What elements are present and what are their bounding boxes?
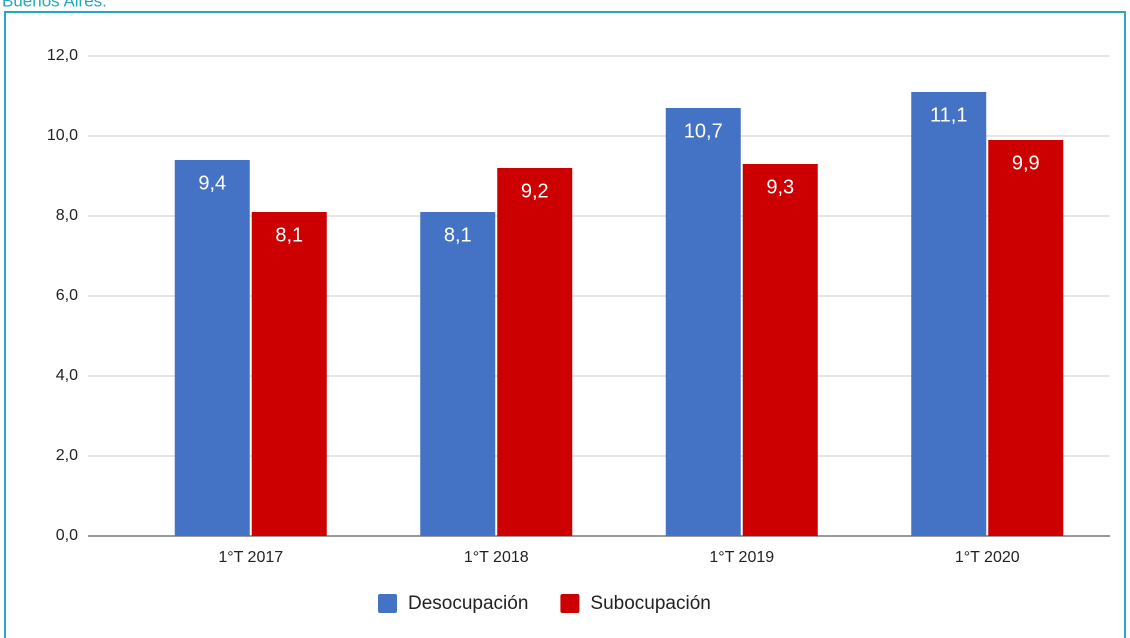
bar (174, 160, 250, 536)
bar (742, 164, 818, 536)
y-tick-label: 6,0 (56, 287, 78, 304)
bar (420, 212, 496, 536)
value-label: 8,1 (275, 224, 303, 246)
legend-swatch (378, 594, 397, 613)
bar (665, 108, 741, 536)
value-label: 9,9 (1012, 152, 1040, 174)
y-tick-label: 0,0 (56, 527, 78, 544)
y-tick-label: 10,0 (47, 127, 78, 144)
value-label: 9,3 (766, 176, 794, 198)
value-label: 8,1 (444, 224, 472, 246)
value-label: 9,2 (521, 180, 549, 202)
value-label: 9,4 (198, 172, 226, 194)
x-tick-label: 1°T 2019 (709, 549, 774, 566)
x-tick-label: 1°T 2018 (464, 549, 529, 566)
value-label: 11,1 (930, 104, 967, 126)
x-tick-label: 1°T 2020 (955, 549, 1020, 566)
bar (497, 168, 573, 536)
bar (251, 212, 327, 536)
y-tick-label: 12,0 (47, 47, 78, 64)
bar (911, 92, 987, 536)
frame (4, 11, 1126, 638)
legend-swatch (560, 594, 580, 613)
x-tick-label: 1°T 2017 (218, 549, 283, 566)
y-tick-label: 2,0 (56, 447, 78, 464)
bar (988, 140, 1064, 536)
legend-label: Subocupación (590, 593, 710, 614)
legend-label: Desocupación (408, 593, 528, 614)
chart-title: Buenos Aires. (2, 0, 107, 10)
y-tick-label: 8,0 (56, 207, 78, 224)
value-label: 10,7 (684, 120, 723, 142)
y-tick-label: 4,0 (56, 367, 78, 384)
